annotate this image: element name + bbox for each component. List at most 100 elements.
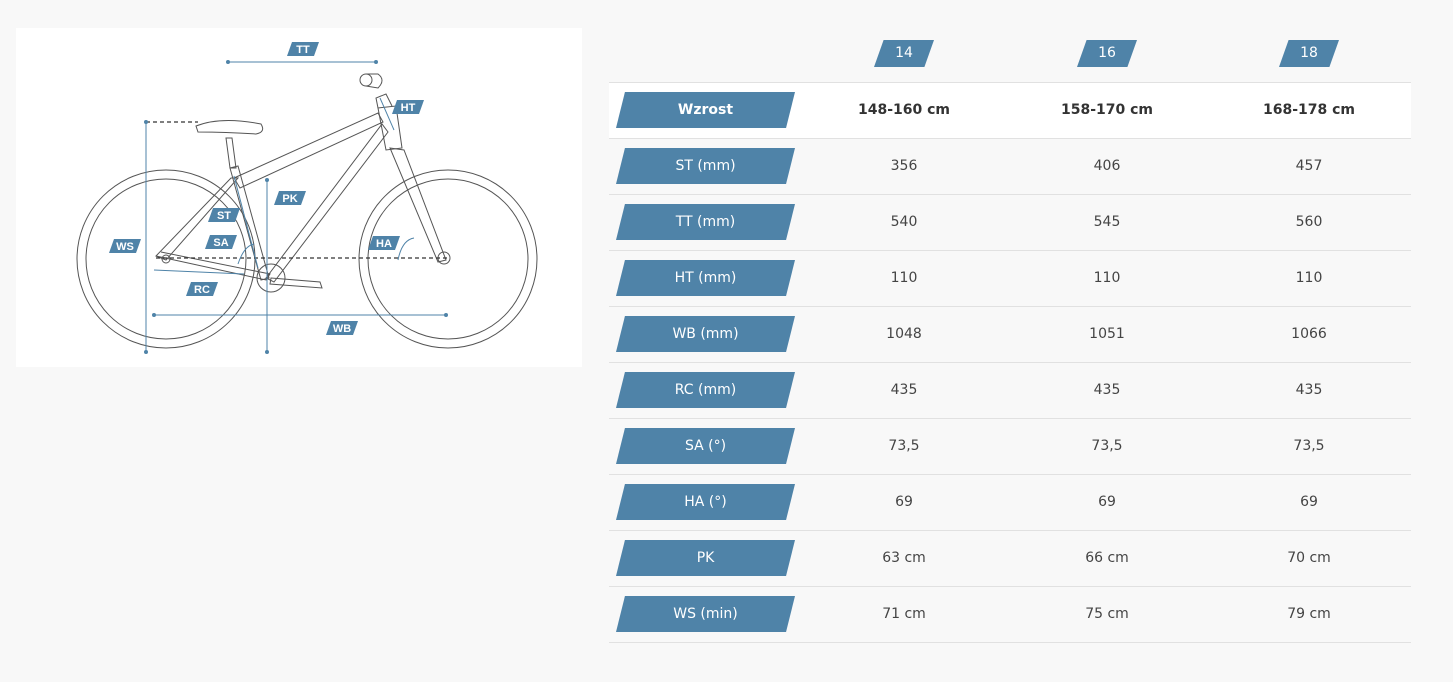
table-row-rc: RC (mm) 435 435 435 xyxy=(609,363,1411,419)
ws-tag-label: WS xyxy=(116,241,134,253)
row-label-text: TT (mm) xyxy=(675,214,736,230)
table-cell: 73,5 xyxy=(1293,438,1325,454)
size-tab-label: 16 xyxy=(1098,45,1116,61)
row-label-text: Wzrost xyxy=(677,102,734,118)
sa-tag: SA xyxy=(205,235,237,249)
bike-drawing: TT HT PK ST SA WS HA RC xyxy=(76,42,538,354)
ha-tag-label: HA xyxy=(376,238,392,250)
table-row-wzrost: Wzrost 148-160 cm 158-170 cm 168-178 cm xyxy=(609,83,1411,139)
bike-geometry-diagram: TT HT PK ST SA WS HA RC xyxy=(16,28,582,367)
row-label-text: HT (mm) xyxy=(674,270,737,286)
crank-arm xyxy=(269,277,323,289)
front-wheel xyxy=(358,169,538,349)
down-tube xyxy=(265,123,389,283)
head-tube xyxy=(377,105,403,151)
table-cell: 168-178 cm xyxy=(1262,102,1356,118)
table-cell: 69 xyxy=(1098,494,1116,510)
row-label: HA (°) xyxy=(616,484,795,520)
row-label: HT (mm) xyxy=(616,260,795,296)
row-label: RC (mm) xyxy=(616,372,795,408)
table-cell: 148-160 cm xyxy=(857,102,951,118)
row-label-text: WS (min) xyxy=(673,606,738,622)
row-label-text: ST (mm) xyxy=(675,158,736,174)
table-cell: 71 cm xyxy=(882,606,926,622)
table-row-wb: WB (mm) 1048 1051 1066 xyxy=(609,307,1411,363)
stem xyxy=(375,93,393,109)
size-header-row: 14 16 18 xyxy=(609,28,1411,83)
table-cell: 110 xyxy=(890,270,918,286)
ht-tag: HT xyxy=(392,100,424,114)
wb-tag: WB xyxy=(326,321,358,335)
table-cell: 73,5 xyxy=(1091,438,1123,454)
st-tag-label: ST xyxy=(217,210,231,222)
size-tab-label: 14 xyxy=(895,45,913,61)
table-cell: 75 cm xyxy=(1085,606,1129,622)
size-tab-14[interactable]: 14 xyxy=(874,40,934,67)
table-cell: 63 cm xyxy=(882,550,926,566)
top-tube xyxy=(233,112,384,189)
table-cell: 560 xyxy=(1295,214,1323,230)
tt-tag-label: TT xyxy=(296,44,310,56)
chain-stay xyxy=(155,251,271,281)
size-tab-16[interactable]: 16 xyxy=(1077,40,1137,67)
row-label: ST (mm) xyxy=(616,148,795,184)
table-cell: 66 cm xyxy=(1085,550,1129,566)
table-row-ha: HA (°) 69 69 69 xyxy=(609,475,1411,531)
row-label-text: HA (°) xyxy=(684,494,727,510)
row-label: WB (mm) xyxy=(616,316,795,352)
handlebar xyxy=(365,73,383,89)
table-cell: 69 xyxy=(895,494,913,510)
ws-tag: WS xyxy=(109,239,141,253)
ha-tag: HA xyxy=(368,236,400,250)
table-row-ht: HT (mm) 110 110 110 xyxy=(609,251,1411,307)
table-cell: 70 cm xyxy=(1287,550,1331,566)
geometry-table: 14 16 18 Wzrost 148-160 cm 158-170 cm 16… xyxy=(609,28,1411,643)
table-row-sa: SA (°) 73,5 73,5 73,5 xyxy=(609,419,1411,475)
table-row-pk: PK 63 cm 66 cm 70 cm xyxy=(609,531,1411,587)
sa-tag-label: SA xyxy=(213,237,228,249)
rc-tag: RC xyxy=(186,282,218,296)
st-tag: ST xyxy=(208,208,240,222)
fork xyxy=(389,147,447,263)
table-cell: 1048 xyxy=(886,326,922,342)
row-label: TT (mm) xyxy=(616,204,795,240)
rear-wheel xyxy=(76,169,256,349)
table-cell: 110 xyxy=(1295,270,1323,286)
table-cell: 435 xyxy=(1295,382,1323,398)
row-label-text: PK xyxy=(696,550,715,566)
row-label: PK xyxy=(616,540,795,576)
saddle xyxy=(195,119,264,135)
table-cell: 1051 xyxy=(1089,326,1125,342)
table-cell: 158-170 cm xyxy=(1060,102,1154,118)
table-cell: 540 xyxy=(890,214,918,230)
row-label: SA (°) xyxy=(616,428,795,464)
wb-tag-label: WB xyxy=(333,323,351,335)
size-tab-18[interactable]: 18 xyxy=(1279,40,1339,67)
seatpost xyxy=(225,137,237,169)
chainring xyxy=(256,263,286,293)
pk-tag: PK xyxy=(274,191,306,205)
rc-tag-label: RC xyxy=(194,284,210,296)
table-cell: 545 xyxy=(1093,214,1121,230)
row-label-text: RC (mm) xyxy=(674,382,737,398)
table-row-st: ST (mm) 356 406 457 xyxy=(609,139,1411,195)
table-cell: 435 xyxy=(890,382,918,398)
size-tab-label: 18 xyxy=(1300,45,1318,61)
table-cell: 73,5 xyxy=(888,438,920,454)
table-row-ws: WS (min) 71 cm 75 cm 79 cm xyxy=(609,587,1411,643)
table-cell: 79 cm xyxy=(1287,606,1331,622)
table-row-tt: TT (mm) 540 545 560 xyxy=(609,195,1411,251)
pk-tag-label: PK xyxy=(282,193,297,205)
row-label-text: WB (mm) xyxy=(672,326,739,342)
seat-stay xyxy=(155,177,240,261)
row-label-text: SA (°) xyxy=(684,438,727,454)
table-cell: 1066 xyxy=(1291,326,1327,342)
tt-tag: TT xyxy=(287,42,319,56)
row-label: WS (min) xyxy=(616,596,795,632)
row-label: Wzrost xyxy=(616,92,795,128)
table-cell: 435 xyxy=(1093,382,1121,398)
table-cell: 110 xyxy=(1093,270,1121,286)
table-cell: 406 xyxy=(1093,158,1121,174)
table-cell: 356 xyxy=(890,158,918,174)
ht-tag-label: HT xyxy=(401,102,416,114)
